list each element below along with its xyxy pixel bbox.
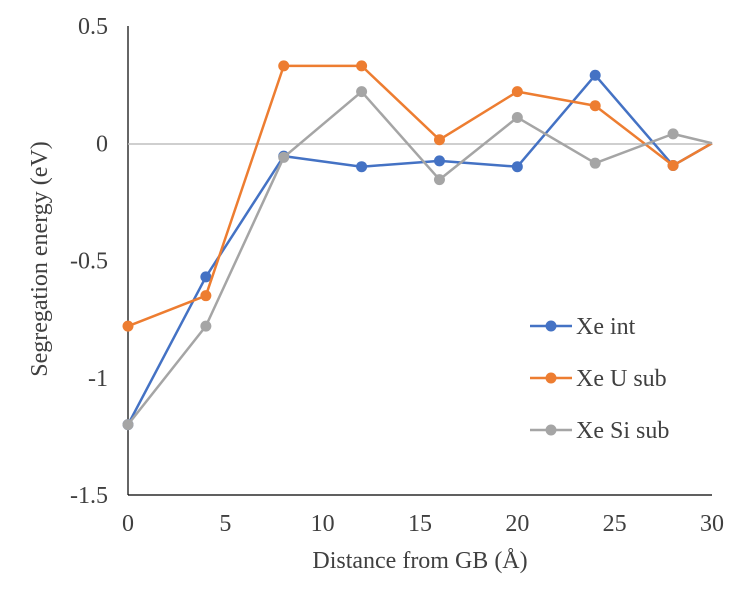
data-point-xe-u-sub <box>667 160 679 172</box>
data-point-xe-si-sub <box>433 174 445 186</box>
data-point-xe-si-sub <box>278 151 290 163</box>
data-point-xe-u-sub <box>356 60 368 72</box>
data-point-xe-int <box>511 161 523 173</box>
x-tick-label: 0 <box>122 511 134 537</box>
x-tick-label: 5 <box>219 511 231 537</box>
x-tick-label: 30 <box>700 511 724 537</box>
legend-label-xe-si-sub: Xe Si sub <box>576 418 669 444</box>
data-point-xe-si-sub <box>667 128 679 140</box>
data-point-xe-int <box>200 271 212 283</box>
x-tick-label: 10 <box>311 511 335 537</box>
y-tick-label: -1 <box>88 366 108 392</box>
data-point-xe-u-sub <box>511 86 523 98</box>
x-tick-label: 25 <box>603 511 627 537</box>
data-point-xe-u-sub <box>278 60 290 72</box>
y-tick-label: -0.5 <box>70 249 108 275</box>
data-point-xe-u-sub <box>200 290 212 302</box>
series-line-xe-u-sub <box>127 64 713 328</box>
data-point-xe-si-sub <box>122 419 134 431</box>
data-point-xe-si-sub <box>356 86 368 98</box>
data-point-xe-int <box>433 155 445 167</box>
x-tick-label: 15 <box>408 511 432 537</box>
x-axis-title: Distance from GB (Å) <box>312 548 527 574</box>
x-tick-label: 20 <box>505 511 529 537</box>
series-layer <box>122 60 713 431</box>
legend: Xe int Xe U sub Xe Si sub <box>530 314 669 444</box>
data-point-xe-u-sub <box>433 134 445 146</box>
y-axis-title: Segregation energy (eV) <box>27 141 53 376</box>
data-point-xe-int <box>589 69 601 81</box>
legend-marker-xe-u-sub <box>545 372 557 384</box>
y-tick-label: -1.5 <box>70 483 108 509</box>
y-tick-label: 0 <box>96 131 108 157</box>
data-point-xe-si-sub <box>200 320 212 332</box>
data-point-xe-si-sub <box>511 111 523 123</box>
tick-labels: 0 5 10 15 20 25 30 0.5 0 -0.5 -1 -1.5 <box>70 14 724 537</box>
legend-marker-xe-si-sub <box>545 424 557 436</box>
data-point-xe-u-sub <box>122 320 134 332</box>
y-tick-label: 0.5 <box>78 14 108 40</box>
data-point-xe-int <box>356 161 368 173</box>
legend-label-xe-int: Xe int <box>576 314 636 340</box>
data-point-xe-si-sub <box>589 157 601 169</box>
data-point-xe-u-sub <box>589 100 601 112</box>
legend-label-xe-u-sub: Xe U sub <box>576 366 667 392</box>
legend-marker-xe-int <box>545 320 557 332</box>
